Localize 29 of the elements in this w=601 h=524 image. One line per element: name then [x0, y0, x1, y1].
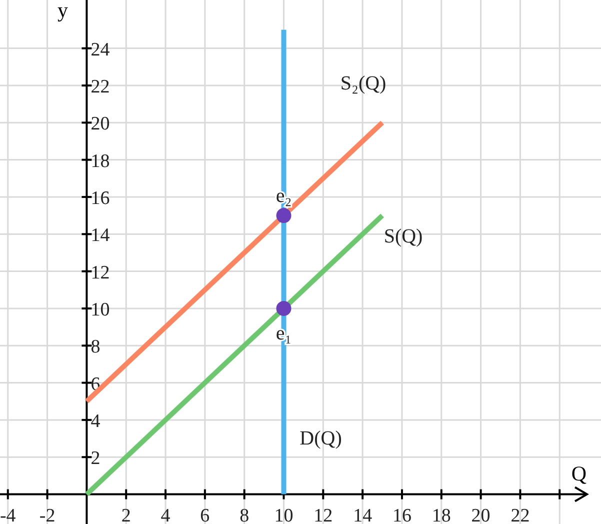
- y-axis-title: y: [57, 0, 68, 22]
- x-tick-label: 8: [240, 505, 250, 524]
- y-tick-label: 4: [90, 410, 101, 432]
- y-tick-label: 20: [90, 114, 110, 135]
- x-tick-label: 22: [510, 505, 530, 524]
- series-label: D(Q): [300, 427, 342, 450]
- x-tick-label: -2: [39, 505, 56, 524]
- x-tick-label: 2: [121, 505, 131, 524]
- x-tick-label: 14: [353, 505, 373, 524]
- x-tick-label: 18: [432, 505, 451, 524]
- x-tick-label: 20: [471, 505, 490, 524]
- y-tick-label: 22: [90, 76, 110, 98]
- y-tick-label: 16: [90, 188, 110, 209]
- y-tick-label: 12: [90, 262, 110, 284]
- y-tick-label: 8: [90, 336, 100, 358]
- x-tick-label: 4: [160, 505, 171, 524]
- y-tick-label: 18: [90, 150, 110, 172]
- y-tick-label: 24: [90, 39, 110, 60]
- y-tick-label: 10: [90, 299, 110, 320]
- x-tick-label: 12: [314, 505, 333, 524]
- x-axis-title: Q: [571, 461, 587, 486]
- series-label: S(Q): [384, 226, 423, 248]
- x-tick-label: 16: [392, 505, 412, 524]
- x-tick-label: 6: [200, 505, 210, 524]
- series-label: S₂(Q): [340, 72, 386, 95]
- x-tick-label: -4: [0, 505, 16, 524]
- x-tick-label: 10: [274, 505, 294, 524]
- y-tick-label: 2: [90, 448, 100, 470]
- y-tick-label: 14: [90, 225, 110, 246]
